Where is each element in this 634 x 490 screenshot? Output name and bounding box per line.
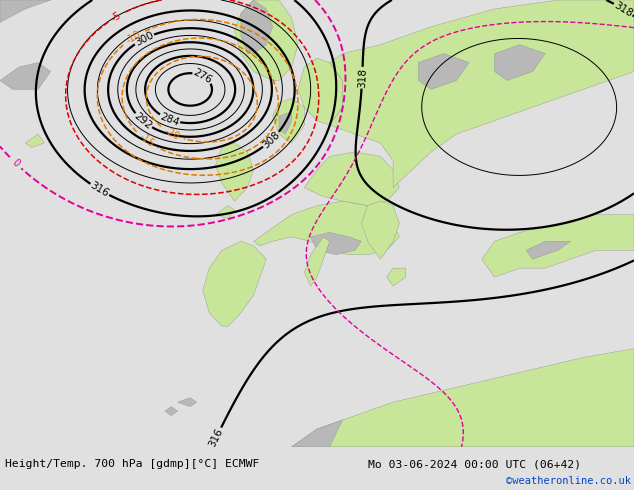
Polygon shape: [482, 215, 634, 277]
Polygon shape: [235, 0, 298, 80]
Polygon shape: [304, 237, 330, 286]
Text: 308: 308: [261, 129, 282, 150]
Text: Mo 03-06-2024 00:00 UTC (06+42): Mo 03-06-2024 00:00 UTC (06+42): [368, 459, 581, 469]
Text: -15: -15: [137, 132, 156, 149]
Polygon shape: [495, 45, 545, 80]
Text: 318: 318: [612, 0, 634, 19]
Polygon shape: [165, 407, 178, 416]
Polygon shape: [330, 0, 634, 188]
Text: -5: -5: [110, 10, 124, 24]
Text: 316: 316: [207, 426, 225, 448]
Polygon shape: [526, 241, 571, 259]
Polygon shape: [418, 53, 469, 89]
Polygon shape: [216, 206, 235, 219]
Polygon shape: [254, 201, 399, 255]
Polygon shape: [216, 143, 254, 201]
Text: -20: -20: [162, 125, 181, 142]
Text: 284: 284: [158, 111, 181, 127]
Text: 318: 318: [357, 68, 368, 88]
Polygon shape: [292, 420, 342, 447]
Polygon shape: [178, 398, 197, 407]
Polygon shape: [279, 112, 292, 134]
Text: Height/Temp. 700 hPa [gdmp][°C] ECMWF: Height/Temp. 700 hPa [gdmp][°C] ECMWF: [5, 459, 259, 469]
Polygon shape: [387, 268, 406, 286]
Polygon shape: [25, 134, 44, 147]
Polygon shape: [298, 58, 342, 125]
Text: 292: 292: [133, 111, 154, 131]
Polygon shape: [0, 0, 51, 23]
Polygon shape: [0, 63, 51, 89]
Polygon shape: [292, 348, 634, 447]
Polygon shape: [273, 98, 304, 143]
Polygon shape: [311, 232, 361, 255]
Text: -10: -10: [124, 29, 143, 46]
Text: 300: 300: [133, 30, 155, 48]
Text: 316: 316: [89, 180, 111, 199]
Text: 0: 0: [10, 157, 21, 169]
Polygon shape: [203, 241, 266, 326]
Polygon shape: [241, 0, 273, 53]
Polygon shape: [304, 152, 399, 206]
Text: ©weatheronline.co.uk: ©weatheronline.co.uk: [506, 476, 631, 486]
Polygon shape: [361, 201, 399, 259]
Text: 276: 276: [191, 67, 214, 85]
